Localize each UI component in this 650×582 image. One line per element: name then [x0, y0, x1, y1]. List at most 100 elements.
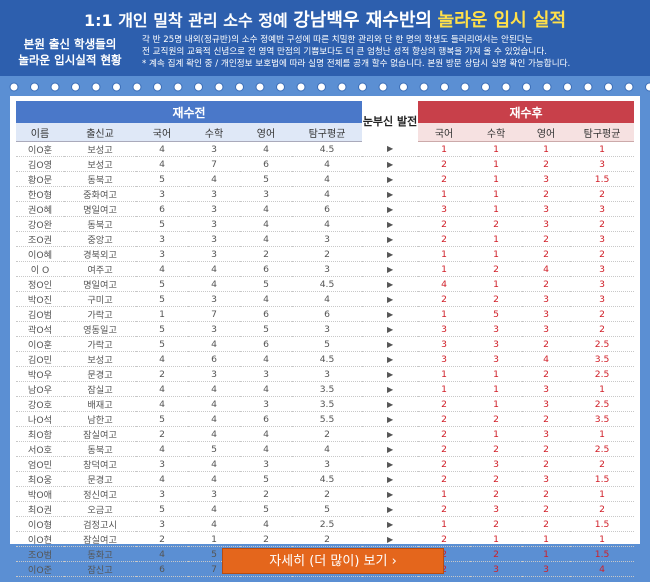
- column-header: 이름: [16, 123, 64, 142]
- cell: 3: [240, 456, 292, 472]
- cell: 2: [470, 291, 523, 307]
- ring: [132, 82, 142, 92]
- cell: 2: [522, 231, 571, 247]
- cell: 4: [188, 426, 240, 442]
- table-row: 최O권 오금고 5 4 5 5 ▶ 2 3 2 2: [16, 501, 635, 517]
- cell: 경북외고: [64, 246, 136, 262]
- cell: 2: [418, 441, 471, 457]
- cell: 3: [188, 141, 240, 157]
- arrow: ▶: [362, 276, 419, 292]
- arrow: ▶: [362, 306, 419, 322]
- results-table: 재수전 눈부신 발전 재수후 이름 출신교 국어 수학 영어 탐구평균 국어 수학 영어 탐구평균 이O…: [16, 101, 635, 577]
- cell: 구미고: [64, 291, 136, 307]
- cell: 4: [188, 336, 240, 352]
- cell: 3: [188, 291, 240, 307]
- cell: 이O훈: [16, 141, 64, 157]
- cell: 1.5: [570, 546, 635, 562]
- cell: 보성고: [64, 351, 136, 367]
- arrow: ▶: [362, 156, 419, 172]
- cell: 2: [292, 426, 363, 442]
- ring: [337, 82, 347, 92]
- more-button[interactable]: 자세히 (더 많이) 보기 ›: [222, 548, 444, 574]
- cell: 2: [470, 261, 523, 277]
- cell: 잠실여고: [64, 531, 136, 547]
- cell: 3: [522, 216, 571, 232]
- cell: 5: [136, 411, 188, 427]
- table-row: 곽O석 영동일고 5 3 5 3 ▶ 3 3 3 2: [16, 321, 635, 337]
- table-row: 나O석 남한고 5 4 6 5.5 ▶ 2 2 2 3.5: [16, 411, 635, 427]
- column-header: 탐구평균: [292, 123, 363, 142]
- cell: 김O범: [16, 306, 64, 322]
- cell: 2: [470, 411, 523, 427]
- cell: 5: [136, 171, 188, 187]
- table-row: 이 O 여주고 4 4 6 3 ▶ 1 2 4 3: [16, 261, 635, 277]
- arrow: ▶: [362, 516, 419, 532]
- cell: 3: [522, 321, 571, 337]
- ring: [112, 82, 121, 92]
- cell: 3: [418, 351, 471, 367]
- cell: 4: [292, 216, 363, 232]
- cell: 3: [522, 201, 571, 217]
- cell: 2.5: [292, 516, 363, 532]
- cell: 박O진: [16, 291, 64, 307]
- ring: [276, 82, 285, 92]
- cell: 1: [470, 276, 523, 292]
- cell: 4: [292, 441, 363, 457]
- cell: 4: [136, 141, 188, 157]
- cell: 2: [418, 216, 471, 232]
- cell: 정신여고: [64, 486, 136, 502]
- cell: 강O호: [16, 396, 64, 412]
- cell: 4: [188, 276, 240, 292]
- table-row: 황O문 동북고 5 4 5 4 ▶ 2 1 3 1.5: [16, 171, 635, 187]
- cell: 3: [136, 516, 188, 532]
- cell: 3: [470, 321, 523, 337]
- table-row: 김O민 보성고 4 6 4 4.5 ▶ 3 3 4 3.5: [16, 351, 635, 367]
- cell: 동화고: [64, 546, 136, 562]
- cell: 서O호: [16, 441, 64, 457]
- cell: 1: [136, 306, 188, 322]
- cell: 2: [470, 486, 523, 502]
- ring: [501, 82, 511, 92]
- table-row: 이O현 잠실여고 2 1 2 2 ▶ 2 1 1 1: [16, 531, 635, 547]
- desc-line: 전 교직원의 교육적 신념으로 전 영역 만점의 기쁨보다도 더 큰 엄청난 성…: [142, 47, 547, 57]
- desc-line: * 계속 집계 확인 중 / 개인정보 보호법에 따라 실명 전체를 공개 할수…: [142, 59, 571, 69]
- table-row: 정O인 명일여고 5 4 5 4.5 ▶ 4 1 2 3: [16, 276, 635, 292]
- cell: 2: [136, 366, 188, 382]
- cell: 나O석: [16, 411, 64, 427]
- cell: 동북고: [64, 171, 136, 187]
- cell: 2: [136, 531, 188, 547]
- cell: 3.5: [570, 411, 635, 427]
- cell: 창덕여고: [64, 456, 136, 472]
- cell: 2: [570, 306, 635, 322]
- ring: [481, 82, 490, 92]
- cell: 3: [470, 561, 523, 577]
- cell: 여주고: [64, 261, 136, 277]
- cell: 3: [188, 486, 240, 502]
- cell: 3: [418, 321, 471, 337]
- cell: 6: [240, 411, 292, 427]
- cell: 2: [418, 471, 471, 487]
- cell: 3: [522, 306, 571, 322]
- cell: 3: [570, 276, 635, 292]
- cell: 이O혜: [16, 246, 64, 262]
- cell: 4.5: [292, 141, 363, 157]
- cell: 영동일고: [64, 321, 136, 337]
- cell: 최O권: [16, 501, 64, 517]
- cell: 6: [136, 201, 188, 217]
- cell: 2: [522, 156, 571, 172]
- cell: 7: [188, 156, 240, 172]
- cell: 조O권: [16, 231, 64, 247]
- column-header: 탐구평균: [570, 123, 635, 142]
- arrow: ▶: [362, 471, 419, 487]
- cell: 문경고: [64, 366, 136, 382]
- arrow: ▶: [362, 186, 419, 202]
- cell: 6: [292, 306, 363, 322]
- cell: 잠실여고: [64, 426, 136, 442]
- ring: [91, 82, 101, 92]
- cell: 1: [570, 381, 635, 397]
- cell: 1: [470, 201, 523, 217]
- cell: 2: [570, 246, 635, 262]
- cell: 배재고: [64, 396, 136, 412]
- subtitle: 본원 출신 학생들의 놀라운 입시실적 현황: [6, 36, 134, 68]
- cell: 1: [418, 261, 471, 277]
